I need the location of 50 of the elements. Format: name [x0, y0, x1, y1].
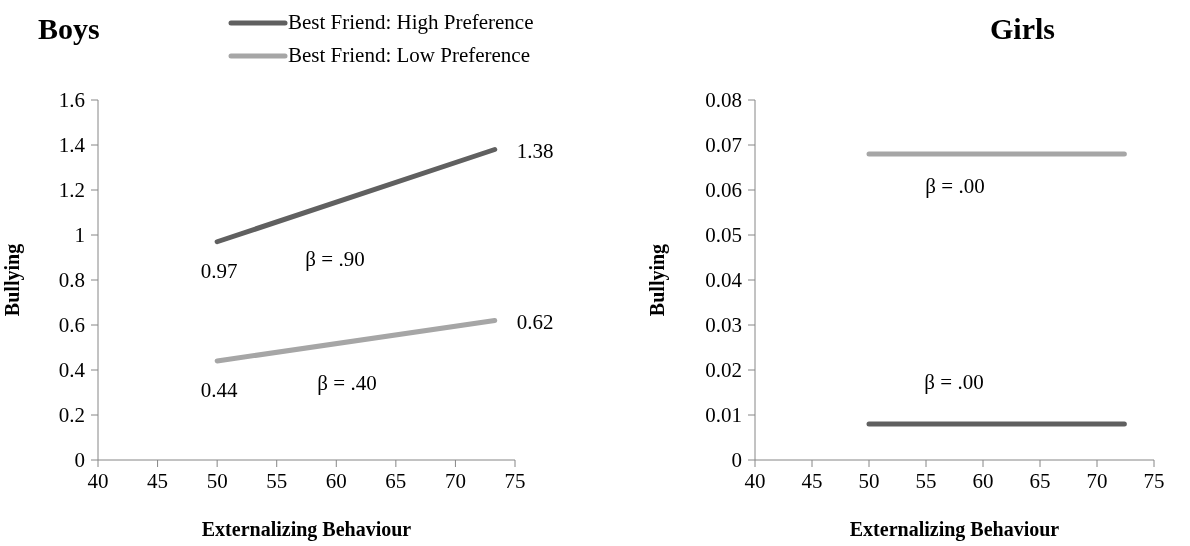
y-axis-title: Bullying: [1, 243, 25, 317]
x-tick-label: 40: [744, 468, 766, 493]
y-tick-label: 1.2: [58, 178, 85, 203]
x-tick-label: 65: [1029, 468, 1051, 493]
x-axis-title: Externalizing Behaviour: [849, 518, 1060, 541]
y-tick-label: 0.07: [705, 133, 742, 158]
x-axis-title: Externalizing Behaviour: [201, 518, 412, 541]
annotation: β = .40: [317, 370, 377, 396]
x-tick-label: 70: [444, 468, 466, 493]
x-tick-label: 75: [504, 468, 526, 493]
x-tick-label: 50: [206, 468, 228, 493]
y-tick-label: 0.06: [705, 178, 742, 203]
x-tick-label: 40: [87, 468, 109, 493]
y-tick-label: 1: [74, 223, 85, 248]
y-axis-title: Bullying: [646, 243, 670, 317]
data-label: 0.97: [200, 258, 238, 283]
x-tick-label: 55: [915, 468, 937, 493]
annotation: β = .00: [925, 173, 985, 199]
chart-title: Boys: [38, 12, 100, 46]
annotation: β = .90: [305, 246, 365, 272]
legend-label: Best Friend: Low Preference: [288, 43, 531, 68]
x-tick-label: 70: [1086, 468, 1108, 493]
legend-label: Best Friend: High Preference: [288, 10, 534, 35]
y-tick-label: 0.4: [58, 358, 86, 383]
data-label: 0.62: [516, 309, 554, 334]
y-tick-label: 0.03: [705, 313, 742, 338]
data-label: 1.38: [516, 138, 554, 163]
y-tick-label: 1.4: [58, 133, 86, 158]
x-tick-label: 75: [1143, 468, 1165, 493]
x-tick-label: 60: [972, 468, 994, 493]
y-tick-label: 1.6: [58, 88, 85, 113]
y-tick-label: 0.6: [58, 313, 85, 338]
data-label: 0.44: [200, 378, 239, 402]
y-tick-label: 0.02: [705, 358, 742, 383]
y-tick-label: 0.01: [705, 403, 742, 428]
y-tick-label: 0.8: [58, 268, 85, 293]
x-tick-label: 45: [147, 468, 169, 493]
y-tick-label: 0.05: [705, 223, 742, 248]
x-tick-label: 60: [325, 468, 347, 493]
y-tick-label: 0: [74, 448, 85, 473]
x-tick-label: 65: [385, 468, 407, 493]
x-tick-label: 50: [858, 468, 880, 493]
chart-title: Girls: [990, 12, 1055, 46]
y-tick-label: 0.2: [58, 403, 85, 428]
x-tick-label: 55: [266, 468, 288, 493]
y-tick-label: 0: [731, 448, 742, 473]
y-tick-label: 0.04: [705, 268, 743, 293]
x-tick-label: 45: [801, 468, 823, 493]
annotation: β = .00: [924, 369, 984, 395]
y-tick-label: 0.08: [705, 88, 742, 113]
